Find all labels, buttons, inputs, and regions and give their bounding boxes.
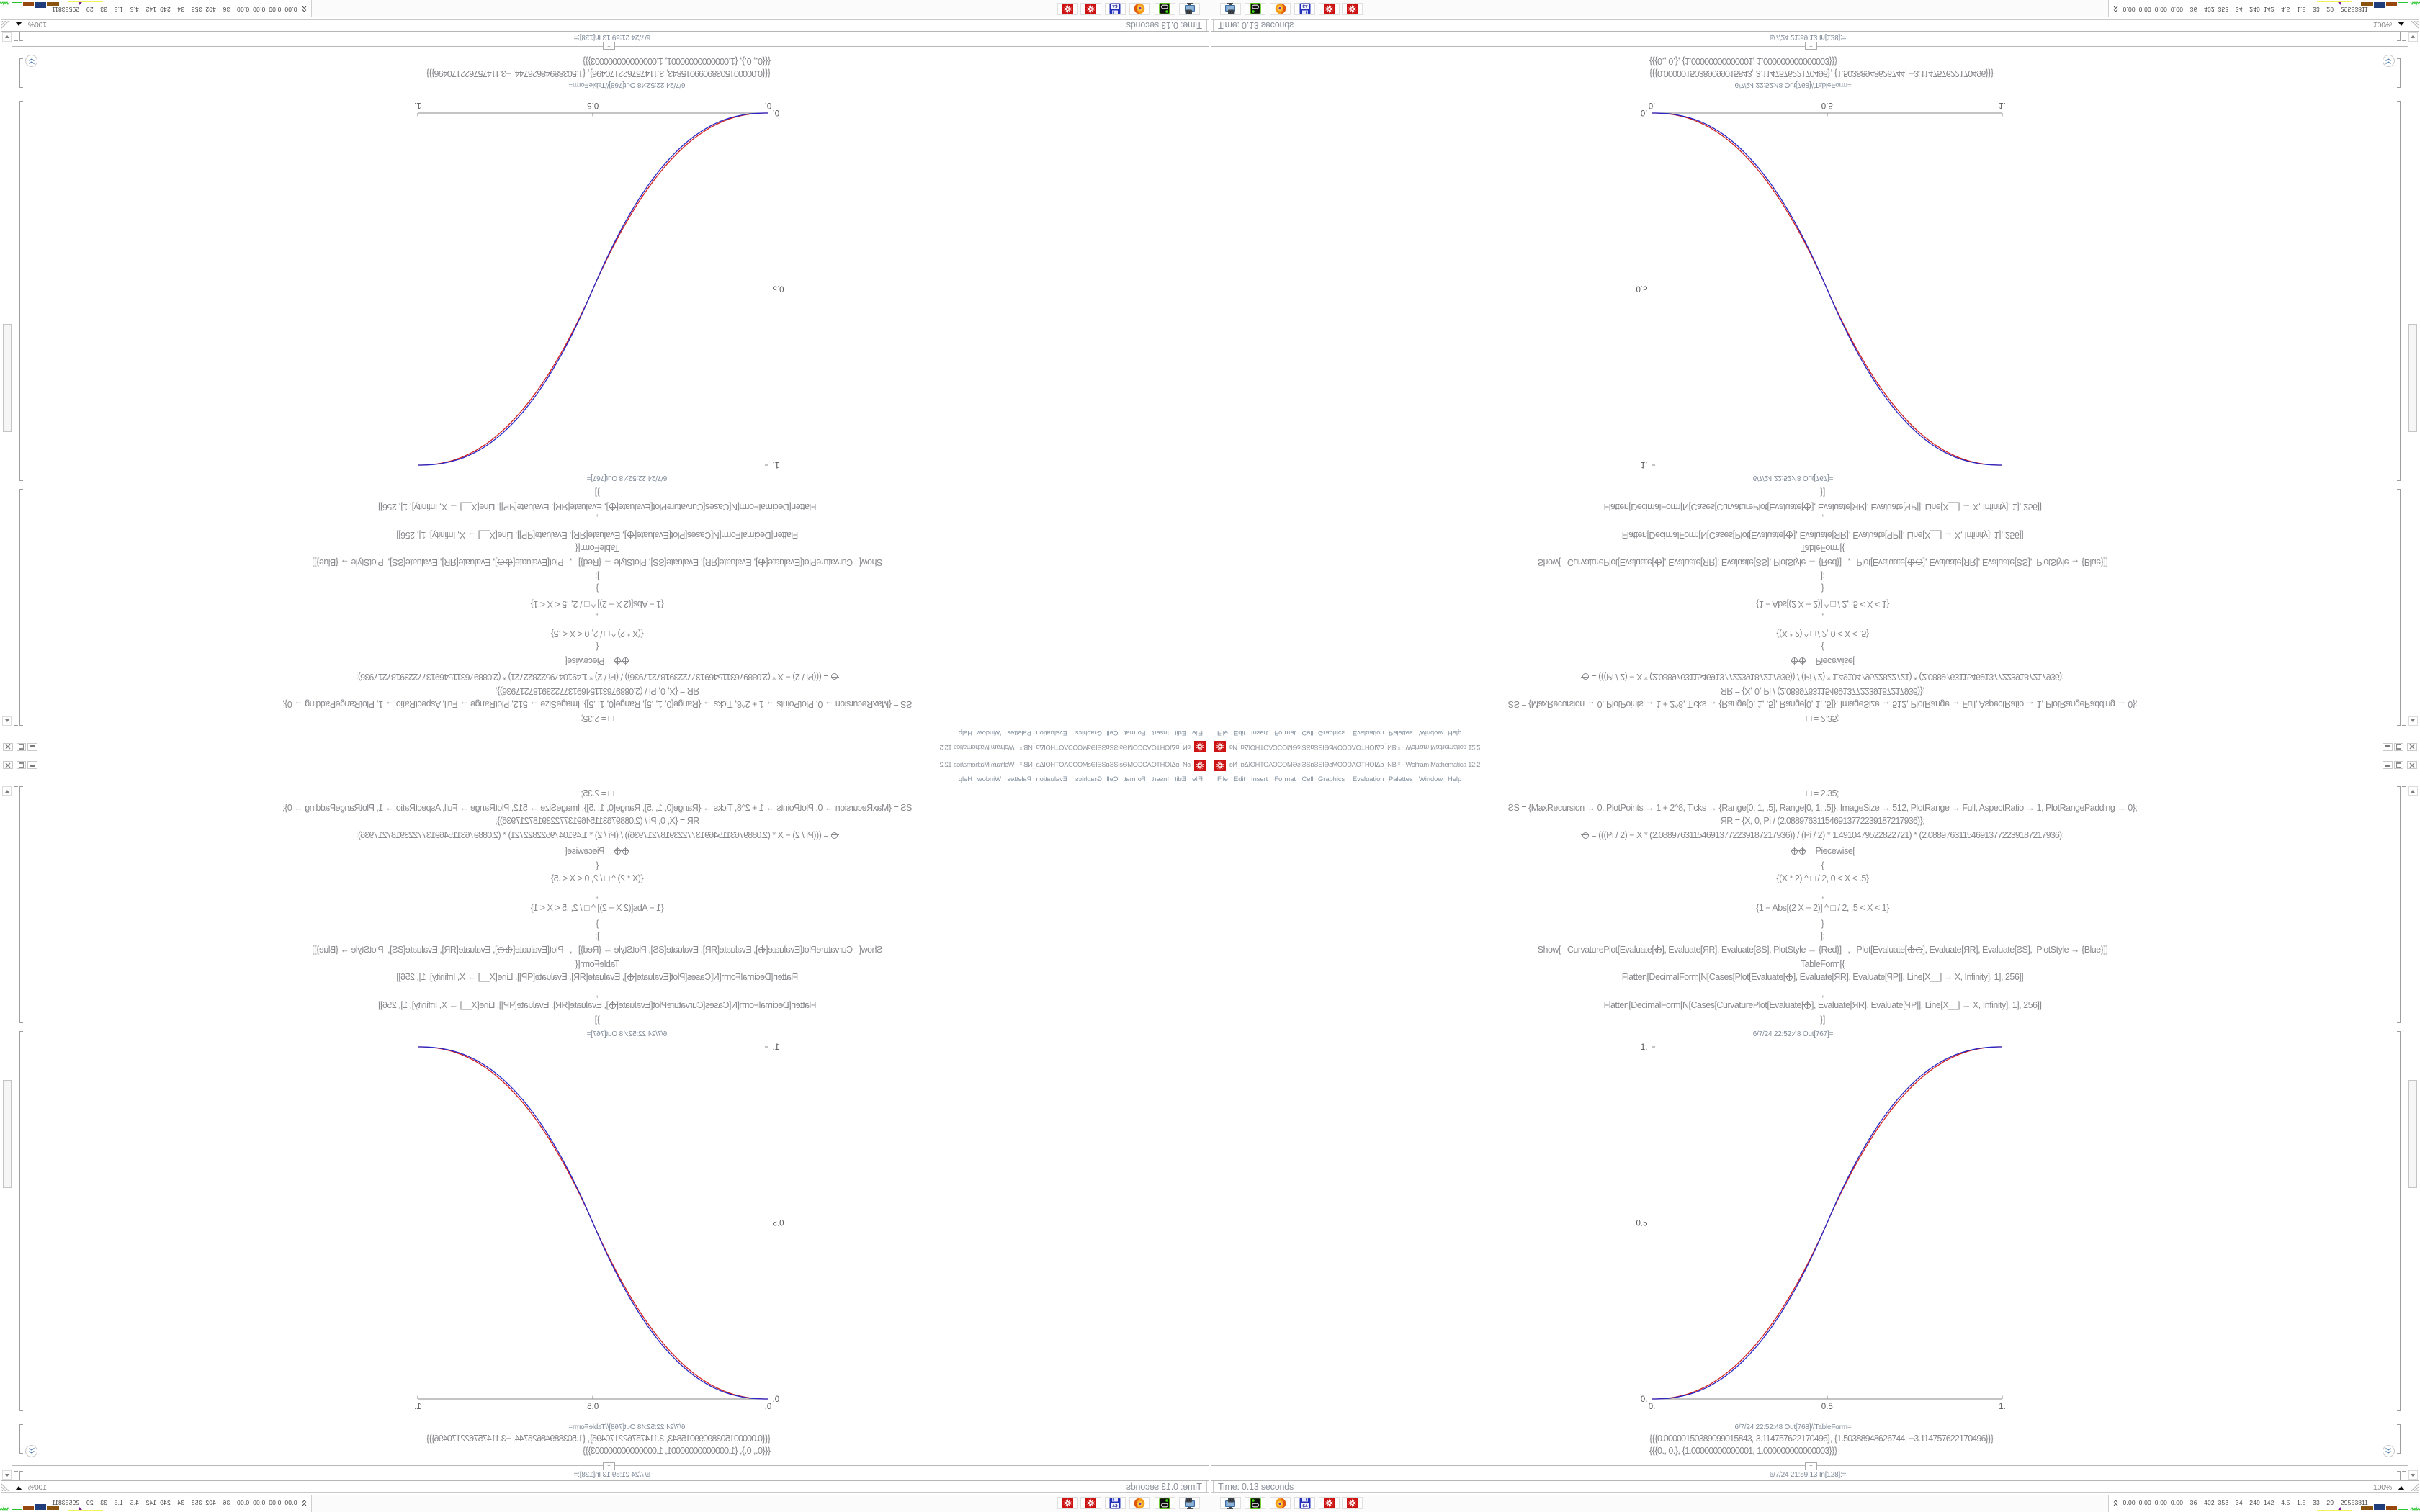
svg-text:0.5: 0.5	[1821, 101, 1833, 109]
svg-text:64: 64	[1113, 3, 1119, 8]
svg-text:0.5: 0.5	[587, 1403, 599, 1411]
svg-text:0.5: 0.5	[587, 101, 599, 109]
svg-text:1.: 1.	[773, 460, 780, 469]
svg-text:0.: 0.	[773, 1395, 780, 1404]
svg-text:64: 64	[1113, 1504, 1119, 1509]
svg-text:0.5: 0.5	[773, 1220, 784, 1228]
svg-text:0.5: 0.5	[1636, 284, 1648, 293]
svg-text:1.: 1.	[414, 1403, 421, 1411]
svg-text:1.: 1.	[1999, 101, 2006, 109]
svg-text:0.: 0.	[765, 101, 772, 109]
svg-text:0.5: 0.5	[773, 284, 784, 293]
svg-text:1.: 1.	[414, 101, 421, 109]
svg-text:1.: 1.	[1999, 1403, 2006, 1411]
svg-text:0.: 0.	[773, 108, 780, 117]
svg-text:1.: 1.	[1641, 1043, 1648, 1052]
svg-text:0.: 0.	[1649, 1403, 1656, 1411]
svg-text:1.: 1.	[773, 1043, 780, 1052]
svg-text:64: 64	[1302, 3, 1308, 8]
svg-text:0.5: 0.5	[1821, 1403, 1833, 1411]
svg-text:0.: 0.	[1641, 108, 1648, 117]
svg-text:1.: 1.	[1641, 460, 1648, 469]
svg-text:0.: 0.	[765, 1403, 772, 1411]
svg-text:0.: 0.	[1649, 101, 1656, 109]
svg-text:0.5: 0.5	[1636, 1220, 1648, 1228]
svg-text:64: 64	[1302, 1504, 1308, 1509]
svg-text:0.: 0.	[1641, 1395, 1648, 1404]
